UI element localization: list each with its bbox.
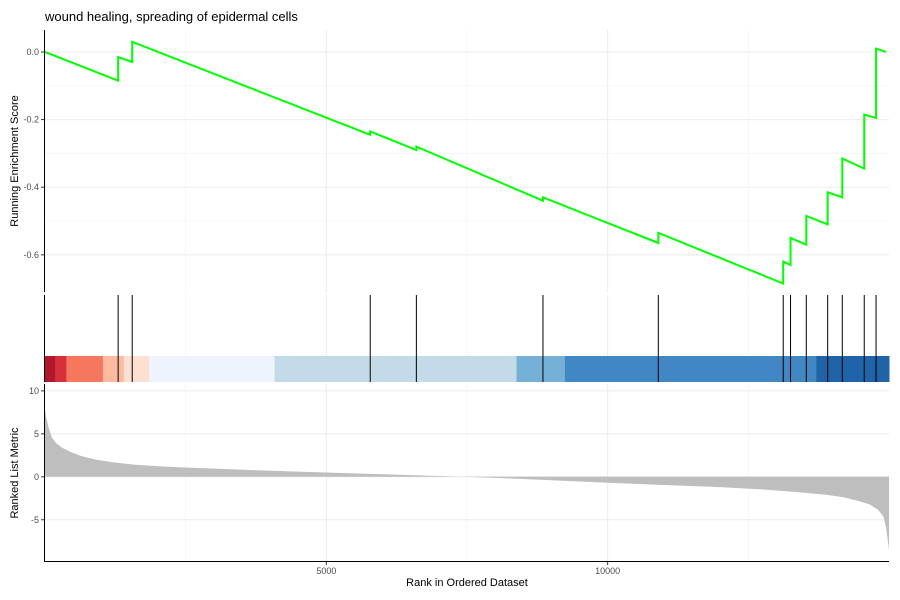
- color-bar-segment: [816, 356, 890, 382]
- hit-lines: [117, 295, 877, 382]
- color-bar-segment: [102, 356, 125, 382]
- rank-y-ticks: 10 5 0 -5: [29, 386, 44, 525]
- es-line: [44, 40, 887, 286]
- es-y-axis-title: Running Enrichment Score: [9, 95, 21, 226]
- es-panel: 0.0 -0.2 -0.4 -0.6 Running Enrichment Score: [9, 30, 889, 292]
- es-y-tick-label: -0.2: [23, 115, 39, 125]
- rank-area: [45, 409, 889, 550]
- x-tick-label: 10000: [595, 566, 620, 576]
- color-bar-segment: [516, 356, 566, 382]
- es-y-tick-label: -0.4: [23, 182, 39, 192]
- rank-panel: 10 5 0 -5 5000 10000 Ranked List Metric Rank…: [9, 384, 889, 589]
- color-bar-segment: [274, 356, 518, 382]
- color-bar-segment: [66, 356, 104, 382]
- rank-y-tick-label: 10: [29, 386, 39, 396]
- rank-grid: [45, 384, 889, 561]
- hit-panel: [44, 295, 890, 382]
- rank-y-tick-label: 5: [34, 429, 39, 439]
- es-y-tick-label: 0.0: [26, 47, 39, 57]
- es-grid: [45, 30, 889, 292]
- x-axis-title: Rank in Ordered Dataset: [406, 577, 528, 589]
- es-y-ticks: 0.0 -0.2 -0.4 -0.6: [23, 47, 44, 260]
- color-bar-segment: [123, 356, 150, 382]
- x-tick-label: 5000: [316, 566, 336, 576]
- rank-y-tick-label: -5: [31, 515, 39, 525]
- color-bar-segment: [45, 356, 56, 382]
- es-y-tick-label: -0.6: [23, 250, 39, 260]
- rank-y-axis-title: Ranked List Metric: [9, 427, 21, 519]
- x-ticks: 5000 10000: [316, 562, 620, 576]
- color-bar-segment: [564, 356, 817, 382]
- rank-y-tick-label: 0: [34, 472, 39, 482]
- chart-title: wound healing, spreading of epidermal ce…: [44, 9, 298, 24]
- color-bar-segment: [55, 356, 67, 382]
- color-bar-segment: [149, 356, 276, 382]
- color-bar: [45, 356, 890, 382]
